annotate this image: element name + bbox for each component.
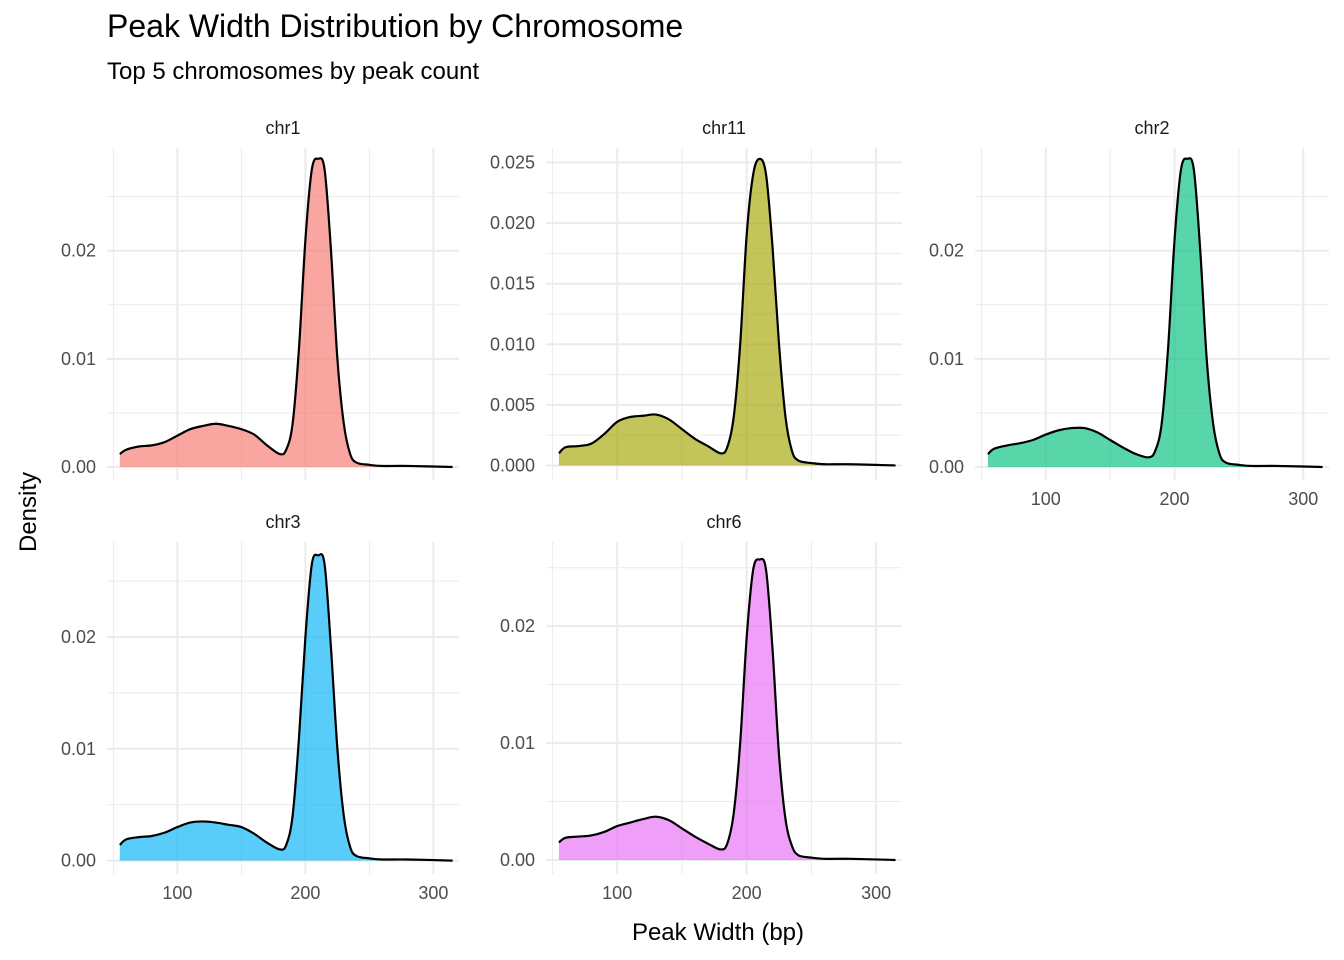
facet-label-chr6: chr6: [706, 512, 741, 532]
y-tick-label: 0.00: [500, 850, 535, 870]
chart-title: Peak Width Distribution by Chromosome: [107, 8, 684, 44]
density-area-chr1: [119, 158, 453, 468]
density-line-chr1: [119, 157, 453, 469]
y-tick-label: 0.01: [61, 739, 96, 759]
panels-layer: chr1 0.00 0.01 0.02 chr11 0.000 0.005 0.010 0.01…: [61, 118, 1329, 903]
y-tick-label: 0.02: [500, 616, 535, 636]
density-area-chr3: [119, 554, 453, 861]
facet-label-chr11: chr11: [702, 118, 746, 138]
y-tick-label: 0.01: [929, 349, 964, 369]
y-axis-title: Density: [15, 472, 42, 552]
x-tick-label: 300: [1288, 489, 1318, 509]
y-tick-label: 0.00: [61, 457, 96, 477]
x-tick-label: 300: [861, 883, 891, 903]
y-tick-label: 0.025: [490, 153, 535, 173]
y-tick-label: 0.01: [500, 733, 535, 753]
x-tick-label: 200: [1160, 489, 1190, 509]
y-tick-label: 0.00: [929, 457, 964, 477]
x-tick-label: 100: [162, 883, 192, 903]
y-tick-label: 0.02: [61, 627, 96, 647]
facet-panel-chr6: chr6 0.00 0.01 0.02 100 200 300: [500, 512, 902, 903]
x-tick-label: 100: [602, 883, 632, 903]
x-tick-label: 300: [418, 883, 448, 903]
y-tick-label: 0.005: [490, 395, 535, 415]
y-tick-label: 0.00: [61, 851, 96, 871]
y-tick-label: 0.000: [490, 455, 535, 475]
density-area-chr2: [987, 158, 1323, 468]
y-tick-label: 0.010: [490, 334, 535, 354]
y-tick-label: 0.01: [61, 349, 96, 369]
x-axis-title: Peak Width (bp): [632, 919, 804, 946]
density-line-chr3: [119, 552, 453, 862]
y-tick-label: 0.020: [490, 213, 535, 233]
y-tick-label: 0.02: [61, 241, 96, 261]
facet-panel-chr3: chr3 0.00 0.01 0.02 100 200 300: [61, 512, 459, 903]
density-area-chr6: [558, 558, 896, 860]
x-tick-label: 100: [1031, 489, 1061, 509]
facet-label-chr3: chr3: [265, 512, 300, 532]
density-line-chr11: [558, 157, 896, 467]
y-tick-label: 0.015: [490, 274, 535, 294]
x-tick-label: 200: [290, 883, 320, 903]
facet-label-chr1: chr1: [265, 118, 300, 138]
density-line-chr2: [987, 157, 1323, 469]
density-line-chr6: [558, 557, 896, 862]
facet-label-chr2: chr2: [1134, 118, 1169, 138]
chart-subtitle: Top 5 chromosomes by peak count: [107, 58, 480, 85]
density-area-chr11: [558, 158, 896, 466]
x-tick-label: 200: [732, 883, 762, 903]
facet-panel-chr11: chr11 0.000 0.005 0.010 0.015 0.020 0.025: [490, 118, 902, 480]
facet-panel-chr1: chr1 0.00 0.01 0.02: [61, 118, 459, 480]
y-tick-label: 0.02: [929, 241, 964, 261]
facet-panel-chr2: chr2 0.00 0.01 0.02 100 200 300: [929, 118, 1329, 509]
